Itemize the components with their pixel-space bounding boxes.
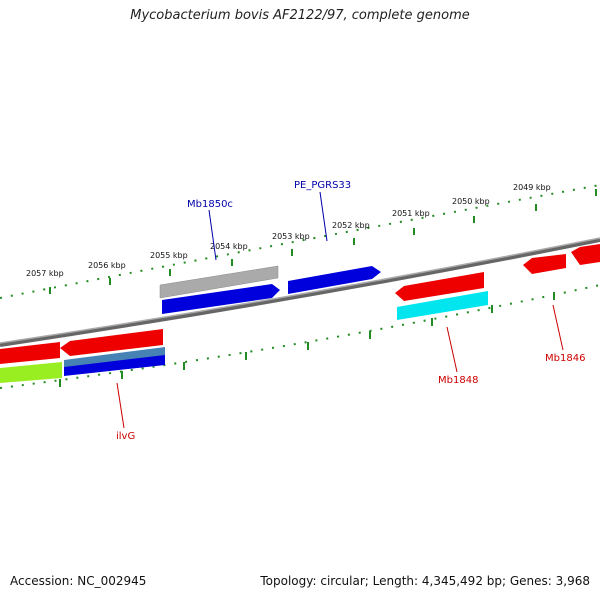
genome-summary: Topology: circular; Length: 4,345,492 bp… (260, 574, 590, 588)
tick-label-2050: 2050 kbp (452, 197, 490, 206)
leader-Mb1850c (208, 209, 217, 261)
genome-backbone-highlight (0, 237, 600, 344)
tick-label-2054: 2054 kbp (210, 242, 248, 251)
gene-left-red-1[interactable] (0, 342, 60, 364)
gene-PE_PGRS33-arrow[interactable] (288, 266, 381, 294)
leader-PE_PGRS33 (319, 191, 328, 242)
tick-label-2057: 2057 kbp (26, 269, 64, 278)
gene-ilvG-arrow[interactable] (64, 355, 165, 376)
gene-label-Mb1848[interactable]: Mb1848 (438, 375, 478, 386)
gene-green-feature[interactable] (0, 362, 62, 383)
gene-label-Mb1850c[interactable]: Mb1850c (187, 199, 233, 210)
gene-Mb1848-arrow[interactable] (395, 272, 484, 301)
gene-label-ilvG[interactable]: ilvG (116, 431, 135, 442)
tick-label-2051: 2051 kbp (392, 209, 430, 218)
gene-upper-red-right-1[interactable] (523, 254, 566, 274)
leader-ilvG (116, 382, 125, 429)
tick-label-2056: 2056 kbp (88, 261, 126, 270)
tick-label-2052: 2052 kbp (332, 221, 370, 230)
gene-steelblue-feature[interactable] (64, 347, 165, 369)
map-title: Mycobacterium bovis AF2122/97, complete … (130, 8, 470, 23)
gene-cyan-feature[interactable] (397, 291, 488, 320)
gene-left-red-2[interactable] (60, 329, 163, 356)
leader-Mb1848 (446, 326, 458, 373)
gene-Mb1850c-arrow[interactable] (162, 284, 280, 314)
gene-gray-feature[interactable] (159, 265, 279, 299)
tick-label-2049: 2049 kbp (513, 183, 551, 192)
tick-label-2055: 2055 kbp (150, 251, 188, 260)
upper-major-ticks (49, 189, 597, 294)
leader-Mb1846 (552, 304, 564, 351)
gene-label-PE_PGRS33[interactable]: PE_PGRS33 (294, 180, 351, 191)
accession-label: Accession: NC_002945 (10, 574, 147, 588)
lower-major-ticks (59, 292, 555, 387)
tick-label-2053: 2053 kbp (272, 232, 310, 241)
gene-label-Mb1846[interactable]: Mb1846 (545, 353, 585, 364)
genome-backbone (0, 238, 600, 347)
gene-upper-red-right-2[interactable] (571, 244, 600, 265)
